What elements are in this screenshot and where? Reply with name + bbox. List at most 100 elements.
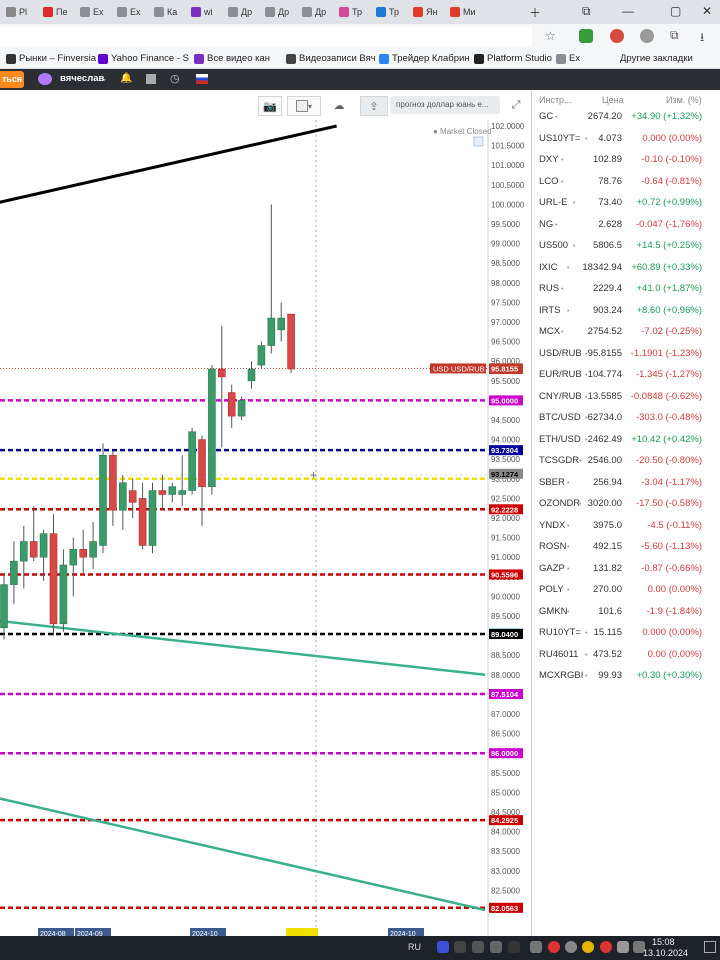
clock-time[interactable]: 15:08 (652, 937, 675, 947)
plus-icon[interactable]: ＋ (529, 6, 542, 20)
watchlist-row[interactable]: NG • 2.628 -0.047 (-1.76%) (532, 216, 720, 237)
watchlist-row[interactable]: URL-E • 73.40 +0.72 (+0.99%) (532, 194, 720, 215)
bookmark-item[interactable]: Yahoo Finance - S (98, 53, 189, 64)
browser-tab[interactable]: Тр (339, 3, 362, 21)
yandex-icon[interactable] (582, 941, 594, 953)
watchlist-row[interactable]: US500 • 5806.5 +14.5 (+0.25%) (532, 237, 720, 258)
chart-panel[interactable]: 📷 ▾ ☁ ⇪ прогноз доллар юань е... ⤢ 102.0… (0, 90, 532, 936)
browser-tab[interactable]: Др (302, 3, 326, 21)
tab-search-icon[interactable]: ⧉ (582, 4, 591, 18)
col-change[interactable]: Изм. (%) (666, 95, 702, 105)
close-icon[interactable]: ✕ (702, 4, 713, 18)
watchlist-row[interactable]: IXIC • 18342.94 +60.89 (+0.33%) (532, 259, 720, 280)
tray-app-icon[interactable] (530, 941, 542, 953)
notification-icon[interactable] (704, 941, 716, 953)
watchlist-row[interactable]: GAZP • 131.82 -0.87 (-0.66%) (532, 560, 720, 581)
tray-app-icon[interactable] (617, 941, 629, 953)
browser-tab[interactable]: Пе (43, 3, 67, 21)
watchlist-change: -5.60 (-1.13%) (641, 541, 702, 552)
watchlist-row[interactable]: GC • 2674.20 +34.90 (+1.32%) (532, 108, 720, 129)
watchlist-row[interactable]: US10YT= • 4.073 0.000 (0.00%) (532, 130, 720, 151)
watchlist-row[interactable]: SBER • 256.94 -3.04 (-1.17%) (532, 474, 720, 495)
camera-icon[interactable]: 📷 (258, 96, 282, 116)
browser-tab[interactable]: Тр (376, 3, 399, 21)
watchlist-row[interactable]: OZONDR • 3020.00 -17.50 (-0.58%) (532, 495, 720, 516)
browser-tab[interactable]: Ми (450, 3, 476, 21)
watchlist-row[interactable]: RU10YT= • 15.115 0.000 (0.00%) (532, 624, 720, 645)
username[interactable]: вячеслав (60, 73, 105, 84)
minimize-icon[interactable]: — (622, 4, 634, 18)
bookmark-item[interactable]: Platform Studio (474, 53, 552, 64)
watchlist-row[interactable]: TCSGDR • 2546.00 -20.50 (-0.80%) (532, 452, 720, 473)
browser-tab[interactable]: wi (191, 3, 213, 21)
tray-app-icon[interactable] (437, 941, 449, 953)
tray-app-icon[interactable] (633, 941, 645, 953)
watchlist-row[interactable]: ROSN • 492.15 -5.60 (-1.13%) (532, 538, 720, 559)
y-tick-label: 100.5000 (491, 181, 525, 190)
language-indicator[interactable]: RU (408, 942, 421, 952)
other-bookmarks[interactable]: Другие закладки (620, 53, 693, 64)
watchlist-row[interactable]: CNY/RUB • 13.5585 -0.0848 (-0.62%) (532, 388, 720, 409)
watchlist-row[interactable]: GMKN • 101.6 -1.9 (-1.84%) (532, 603, 720, 624)
watchlist-row[interactable]: POLY • 270.00 0.00 (0.00%) (532, 581, 720, 602)
watchlist-row[interactable]: RUS • 2229.4 +41.0 (+1.87%) (532, 280, 720, 301)
bookmark-item[interactable]: Трейдер Клабрин (379, 53, 470, 64)
y-tick-label: 97.0000 (491, 318, 520, 327)
fullscreen-icon[interactable]: ⤢ (511, 98, 521, 111)
col-price[interactable]: Цена (602, 95, 624, 105)
search-input[interactable]: прогноз доллар юань е... (390, 96, 500, 114)
watchlist-row[interactable]: RU46011 • 473.52 0.00 (0.00%) (532, 646, 720, 667)
tray-app-icon[interactable] (490, 941, 502, 953)
bookmark-item[interactable]: Видеозаписи Вяч (286, 53, 376, 64)
clock-date[interactable]: 13.10.2024 (643, 948, 689, 958)
extension-red-icon[interactable] (610, 29, 624, 43)
watchlist-row[interactable]: YNDX • 3975.0 -4.5 (-0.11%) (532, 517, 720, 538)
maximize-icon[interactable]: ▢ (670, 4, 682, 18)
color-picker-button[interactable]: ▾ (287, 96, 321, 116)
grid-icon[interactable] (146, 74, 156, 84)
tab-favicon-icon (228, 7, 238, 17)
browser-tab[interactable]: Ка (154, 3, 177, 21)
tray-app-icon[interactable] (565, 941, 577, 953)
extensions-icon[interactable]: ⧉ (670, 28, 679, 42)
tray-app-icon[interactable] (508, 941, 520, 953)
watchlist-row[interactable]: ETH/USD • 2462.49 +10.42 (+0.42%) (532, 431, 720, 452)
tray-app-icon[interactable] (548, 941, 560, 953)
watchlist-row[interactable]: MCX • 2754.52 -7.02 (-0.25%) (532, 323, 720, 344)
browser-tab[interactable]: Ex (117, 3, 141, 21)
browser-tab[interactable]: Ян (413, 3, 437, 21)
clock-icon[interactable]: ◷ (170, 73, 180, 85)
browser-tab[interactable]: Ex (80, 3, 104, 21)
cloud-upload-icon[interactable]: ⇪ (360, 96, 388, 116)
bell-icon[interactable]: 🔔 (120, 73, 133, 84)
tray-app-icon[interactable] (600, 941, 612, 953)
bookmark-item[interactable]: Все видео кан (194, 53, 270, 64)
watchlist-row[interactable]: LCO • 78.76 -0.64 (-0.81%) (532, 173, 720, 194)
flag-ru-icon[interactable] (196, 74, 208, 84)
chevron-down-icon[interactable]: ⌄ (100, 73, 108, 83)
bookmark-item[interactable]: Рынки – Finversia (6, 53, 96, 64)
bookmark-item[interactable]: Ex (556, 53, 580, 64)
browser-tab[interactable]: Др (228, 3, 252, 21)
download-icon[interactable]: ⭳ (700, 30, 705, 44)
tray-app-icon[interactable] (472, 941, 484, 953)
browser-tab[interactable]: Pl (6, 3, 27, 21)
watchlist-row[interactable]: DXY • 102.89 -0.10 (-0.10%) (532, 151, 720, 172)
info-icon[interactable] (473, 136, 484, 147)
watchlist-row[interactable]: EUR/RUB • 104.774 -1.345 (-1.27%) (532, 366, 720, 387)
price-chart[interactable]: 102.0000 101.5000 101.0000 100.5000 100.0000… (0, 90, 531, 936)
watchlist-row[interactable]: IRTS • 903.24 +8.60 (+0.96%) (532, 302, 720, 323)
col-instrument[interactable]: Инстр... (539, 95, 572, 105)
watchlist-row[interactable]: USD/RUB • 95.8155 -1.1901 (-1.23%) (532, 345, 720, 366)
adblock-icon[interactable] (640, 29, 654, 43)
browser-tab[interactable]: Др (265, 3, 289, 21)
extension-green-icon[interactable] (579, 29, 593, 43)
orange-action-button[interactable]: ться (0, 71, 24, 88)
user-avatar[interactable] (38, 73, 52, 85)
url-field[interactable] (0, 27, 532, 47)
cloud-icon[interactable]: ☁ (333, 99, 345, 112)
watchlist-row[interactable]: MCXRGBI • 99.93 +0.30 (+0.30%) (532, 667, 720, 688)
watchlist-row[interactable]: BTC/USD • 62734.0 -303.0 (-0.48%) (532, 409, 720, 430)
bookmark-star-icon[interactable]: ☆ (545, 29, 556, 43)
tray-app-icon[interactable] (454, 941, 466, 953)
